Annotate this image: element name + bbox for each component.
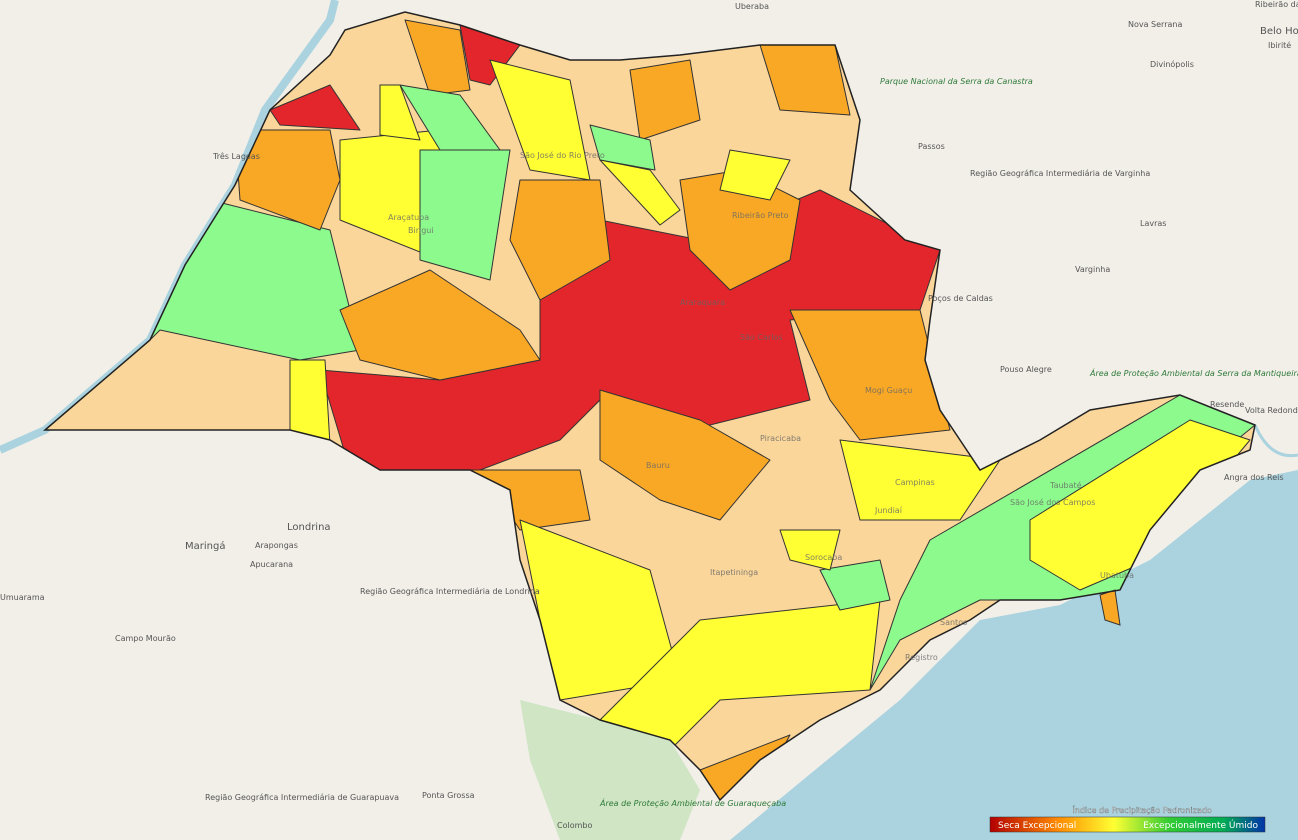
place-label: Uberaba xyxy=(735,2,769,11)
place-label: Santos xyxy=(940,618,967,627)
place-label: Poços de Caldas xyxy=(928,294,993,303)
place-label: Nova Serrana xyxy=(1128,20,1182,29)
place-label: Ponta Grossa xyxy=(422,791,475,800)
place-label: Varginha xyxy=(1075,265,1110,274)
place-label: Colombo xyxy=(557,821,592,830)
region-label: Região Geográfica Intermediária de Vargi… xyxy=(970,169,1150,178)
place-label: Campo Mourão xyxy=(115,634,176,643)
place-label: Umuarama xyxy=(0,593,45,602)
place-label: Passos xyxy=(918,142,945,151)
place-label: Apucarana xyxy=(250,560,293,569)
region-label: Região Geográfica Intermediária de Guara… xyxy=(205,793,399,802)
place-label: São Carlos xyxy=(740,333,782,342)
park-label: Parque Nacional da Serra da Canastra xyxy=(880,77,1033,86)
place-label: Jundiaí xyxy=(874,506,903,515)
place-label: Maringá xyxy=(185,540,225,552)
place-label: Três Lagoas xyxy=(212,151,260,161)
legend-high: Excepcionalmente Úmido xyxy=(1143,819,1258,831)
place-label: Ibirité xyxy=(1268,40,1291,50)
place-label: Belo Hor xyxy=(1260,26,1298,37)
place-label: Arapongas xyxy=(255,541,298,550)
legend-title: Índice de Precipitação Padronizado xyxy=(1072,804,1211,815)
place-label: Resende xyxy=(1210,400,1244,409)
place-label: São José dos Campos xyxy=(1010,497,1095,507)
region-label: Região Geográfica Intermediária de Londr… xyxy=(360,587,540,596)
place-label: Ubatuba xyxy=(1100,571,1134,580)
coast-river xyxy=(1253,424,1298,458)
place-label: Mogi Guaçu xyxy=(865,386,912,395)
legend-low: Seca Excepcional xyxy=(998,821,1076,831)
place-label: Piracicaba xyxy=(760,434,801,443)
place-label: Araraquara xyxy=(680,298,725,307)
state-outline xyxy=(42,11,1256,802)
place-label: Lavras xyxy=(1140,219,1166,228)
place-label: Angra dos Reis xyxy=(1224,473,1284,482)
place-label: Londrina xyxy=(287,522,331,533)
place-label: Itapetininga xyxy=(710,568,758,577)
place-label: Registro xyxy=(905,653,938,662)
place-label: Taubaté xyxy=(1049,480,1082,490)
park-area xyxy=(520,700,700,840)
place-label: Ribeirão das Neves xyxy=(1255,0,1298,9)
place-label: Birigui xyxy=(408,226,434,235)
park-label: Área de Proteção Ambiental da Serra da M… xyxy=(1089,367,1298,378)
place-label: Pouso Alegre xyxy=(1000,365,1052,374)
legend-gradient xyxy=(989,816,1266,833)
place-label: Divinópolis xyxy=(1150,59,1194,69)
ocean xyxy=(730,470,1298,840)
place-label: Araçatuba xyxy=(388,213,429,222)
park-label: Área de Proteção Ambiental de Guaraqueça… xyxy=(599,797,786,808)
place-label: São José do Rio Preto xyxy=(520,150,605,160)
legend: Índice de Precipitação Padronizado Seca … xyxy=(989,804,1266,833)
place-label: Ribeirão Preto xyxy=(732,211,788,220)
place-label: Sorocaba xyxy=(805,553,842,562)
place-label: Bauru xyxy=(646,461,670,470)
place-label: Volta Redonda xyxy=(1245,406,1298,415)
place-label: Campinas xyxy=(895,478,935,487)
inside-labels: Ribeirão Preto Araçatuba Birigui São Jos… xyxy=(388,150,1134,662)
